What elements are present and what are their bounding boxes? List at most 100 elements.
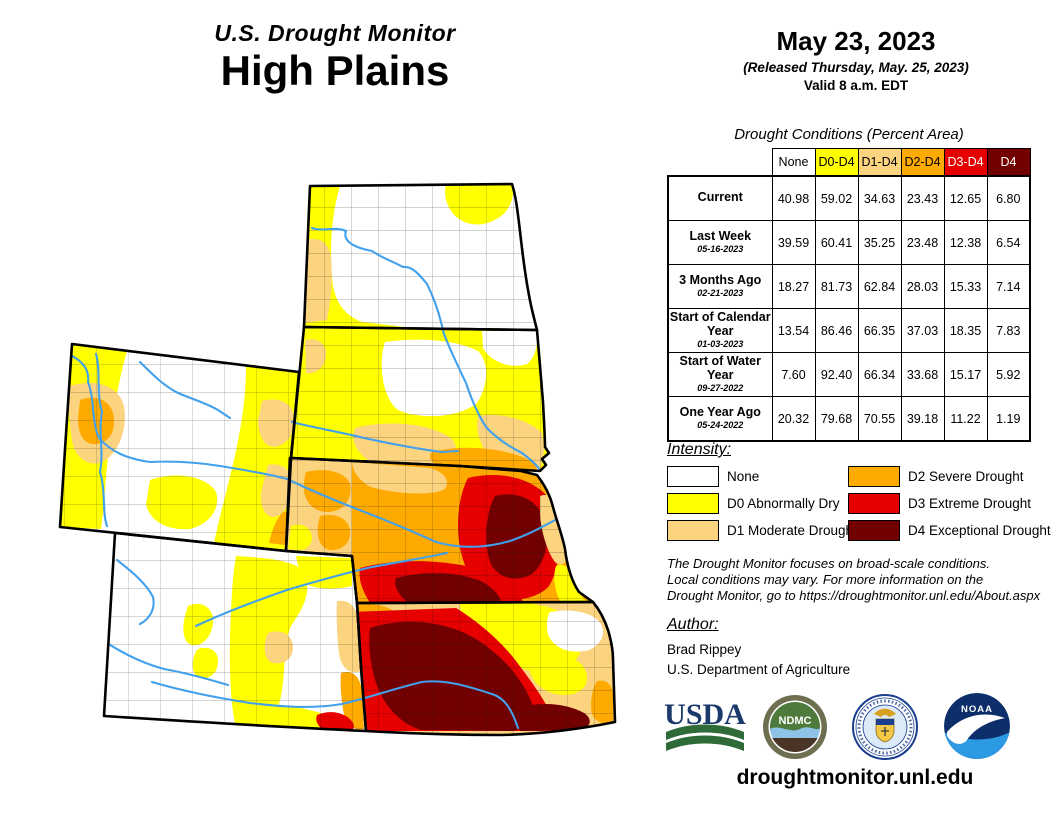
cell-value: 70.55: [857, 396, 902, 442]
missouri-river-sd: [442, 332, 542, 472]
cell-value: 62.84: [857, 264, 902, 309]
ndmc-logo-text: NDMC: [779, 715, 812, 727]
cell-value: 12.38: [943, 220, 988, 265]
table-row: Last Week 05-16-2023 39.59 60.41 35.25 23…: [667, 220, 1031, 265]
legend-label: D3 Extreme Drought: [908, 496, 1032, 511]
cell-value: 6.54: [986, 220, 1031, 265]
cell-value: 34.63: [857, 175, 902, 221]
region-title: High Plains: [220, 47, 450, 94]
drought-conditions-table: None D0-D4 D1-D4 D2-D4 D3-D4 D4 Current …: [667, 148, 1031, 442]
cell-value: 37.03: [900, 308, 945, 353]
d2-swatch: [848, 466, 900, 487]
disclaimer-line: The Drought Monitor focuses on broad-sca…: [667, 556, 991, 571]
row-label: Start of Water Year: [679, 354, 762, 383]
table-row: Start of Calendar Year 01-03-2023 13.54 8…: [667, 308, 1031, 353]
col-header-d2-d4: D2-D4: [900, 148, 945, 177]
disclaimer-line: Local conditions may vary. For more info…: [667, 572, 984, 587]
cell-value: 7.83: [986, 308, 1031, 353]
cell-value: 66.34: [857, 352, 902, 397]
map-date: May 23, 2023: [776, 26, 936, 56]
cell-value: 86.46: [814, 308, 859, 353]
cell-value: 7.14: [986, 264, 1031, 309]
cell-value: 13.54: [771, 308, 816, 353]
cell-value: 23.48: [900, 220, 945, 265]
col-header-d3-d4: D3-D4: [943, 148, 988, 177]
noaa-logo: NOAA: [944, 693, 1010, 759]
platte-river: [285, 477, 559, 548]
commerce-seal-logo: [852, 694, 918, 760]
cell-value: 18.35: [943, 308, 988, 353]
table-row: 3 Months Ago 02-21-2023 18.27 81.73 62.84…: [667, 264, 1031, 309]
cell-value: 5.92: [986, 352, 1031, 397]
date-block: May 23, 2023 (Released Thursday, May. 25…: [706, 26, 1006, 93]
legend-label: D0 Abnormally Dry: [727, 496, 840, 511]
author-org: U.S. Department of Agriculture: [667, 662, 851, 677]
green-river: [94, 352, 109, 528]
legend-item-none: None: [667, 466, 760, 487]
legend-item-d1: D1 Moderate Drought: [667, 520, 857, 541]
row-date: 05-16-2023: [697, 243, 744, 254]
row-label: Last Week: [689, 229, 752, 244]
d4-swatch: [848, 520, 900, 541]
row-label: 3 Months Ago: [679, 273, 762, 288]
col-header-d1-d4: D1-D4: [857, 148, 902, 177]
released-date: (Released Thursday, May. 25, 2023): [743, 60, 969, 75]
colorado-river: [115, 558, 155, 626]
legend-item-d0: D0 Abnormally Dry: [667, 493, 840, 514]
noaa-logo-text: NOAA: [961, 704, 993, 715]
cell-value: 81.73: [814, 264, 859, 309]
d0-swatch: [667, 493, 719, 514]
cell-value: 33.68: [900, 352, 945, 397]
legend-item-d2: D2 Severe Drought: [848, 466, 1024, 487]
cell-value: 28.03: [900, 264, 945, 309]
row-date: 01-03-2023: [697, 338, 744, 349]
drought-map: [58, 182, 617, 737]
author-title: Author:: [667, 616, 719, 633]
wyoming-river: [62, 350, 289, 481]
table-header-row: None D0-D4 D1-D4 D2-D4 D3-D4 D4: [668, 148, 1031, 177]
cell-value: 39.18: [900, 396, 945, 442]
author-block: Author: Brad Rippey U.S. Department of A…: [667, 616, 1047, 677]
south-platte-river: [194, 551, 449, 628]
cell-value: 15.33: [943, 264, 988, 309]
legend-title: Intensity:: [667, 441, 732, 458]
cell-value: 15.17: [943, 352, 988, 397]
cell-value: 20.32: [771, 396, 816, 442]
cheyenne-river: [290, 420, 460, 454]
none-swatch: [667, 466, 719, 487]
cell-value: 7.60: [771, 352, 816, 397]
author-name: Brad Rippey: [667, 642, 742, 657]
row-date: 05-24-2022: [697, 419, 744, 430]
d1-swatch: [667, 520, 719, 541]
cell-value: 39.59: [771, 220, 816, 265]
title-block: U.S. Drought Monitor High Plains: [140, 20, 530, 93]
legend-label: None: [727, 469, 760, 484]
disclaimer-line: Drought Monitor, go to https://droughtmo…: [667, 588, 1041, 603]
d3-swatch: [848, 493, 900, 514]
legend-item-d4: D4 Exceptional Drought: [848, 520, 1051, 541]
valid-time: Valid 8 a.m. EDT: [803, 78, 909, 93]
row-label: Start of Calendar Year: [669, 310, 771, 339]
table-row: Start of Water Year 09-27-2022 7.60 92.40…: [667, 352, 1031, 397]
col-header-d4: D4: [986, 148, 1031, 177]
bighorn-river: [138, 360, 232, 420]
ndmc-logo: NDMC: [763, 695, 827, 759]
rivers: [62, 226, 559, 730]
table-row: Current 40.98 59.02 34.63 23.43 12.65 6.…: [667, 175, 1031, 221]
footer-url: droughtmonitor.unl.edu: [736, 766, 974, 789]
cell-value: 66.35: [857, 308, 902, 353]
intensity-legend: Intensity: None D0 Abnormally Dry D1 Mod…: [667, 441, 1053, 542]
col-header-none: None: [771, 148, 816, 177]
app-title: U.S. Drought Monitor: [214, 20, 456, 46]
cell-value: 18.27: [771, 264, 816, 309]
table-corner-cell: [668, 148, 772, 176]
cell-value: 59.02: [814, 175, 859, 221]
state-borders: [58, 182, 617, 737]
gunnison-river: [102, 639, 230, 687]
arkansas-river: [150, 680, 520, 730]
row-label: Current: [697, 190, 743, 205]
row-label: One Year Ago: [679, 405, 761, 420]
cell-value: 79.68: [814, 396, 859, 442]
cell-value: 35.25: [857, 220, 902, 265]
cell-value: 6.80: [986, 175, 1031, 221]
